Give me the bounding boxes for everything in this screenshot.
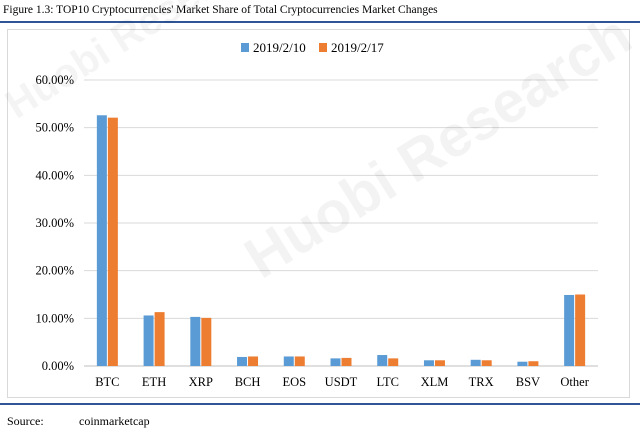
bar-ltc-series-2 [388,358,399,366]
x-tick-label: BCH [235,375,261,389]
bottom-rule [0,403,640,405]
legend-label: 2019/2/17 [331,40,384,55]
source-value: coinmarketcap [79,414,150,428]
top-rule [0,21,640,23]
bar-chart: 0.00% 10.00% 20.00% 30.00% 40.00% 50.00% 60.00… [35,40,598,389]
legend-swatch-series-2 [319,43,327,52]
source-line: Source: coinmarketcap [7,414,150,429]
bar-eos-series-1 [283,356,294,366]
y-tick-label: 30.00% [35,216,74,230]
x-tick-label: XRP [189,375,213,389]
bar-other-series-1 [564,294,575,366]
legend-label: 2019/2/10 [253,40,306,55]
x-tick-label: XLM [421,375,449,389]
y-tick-label: 0.00% [42,359,74,373]
bar-bch-series-1 [237,356,248,366]
x-tick-label: EOS [282,375,306,389]
x-tick-label: ETH [142,375,166,389]
x-tick-label: TRX [469,375,494,389]
source-label: Source: [7,414,44,428]
bar-eth-series-2 [154,312,165,366]
x-tick-label: LTC [376,375,398,389]
bar-btc-series-2 [107,117,118,366]
y-tick-label: 40.00% [35,168,74,182]
bar-usdt-series-2 [341,357,352,366]
bar-other-series-2 [575,294,586,366]
bar-bsv-series-1 [517,361,528,366]
y-tick-label: 60.00% [35,73,74,87]
chart-frame: Huobi Research Huobi Research 0.00%10.00… [0,0,640,398]
x-tick-label: USDT [325,375,358,389]
bar-bch-series-2 [248,356,259,366]
bar-trx-series-2 [481,360,492,366]
legend-swatch-series-1 [241,43,249,52]
bar-xlm-series-1 [423,360,434,366]
bar-usdt-series-1 [330,358,341,366]
figure-title: Figure 1.3: TOP10 Cryptocurrencies' Mark… [3,4,438,16]
y-tick-label: 50.00% [35,121,74,135]
bar-xrp-series-1 [190,316,201,366]
bar-eos-series-2 [294,356,305,366]
bar-eth-series-1 [143,315,154,366]
bar-bsv-series-2 [528,361,539,366]
x-tick-label: BSV [516,375,540,389]
bar-xlm-series-2 [434,360,445,366]
y-tick-label: 10.00% [35,311,74,325]
x-tick-label: BTC [95,375,119,389]
bar-ltc-series-1 [377,355,388,366]
bar-btc-series-1 [96,115,107,366]
x-tick-label: Other [560,375,589,389]
bar-trx-series-1 [470,359,481,366]
y-tick-label: 20.00% [35,264,74,278]
bar-xrp-series-2 [201,317,212,366]
